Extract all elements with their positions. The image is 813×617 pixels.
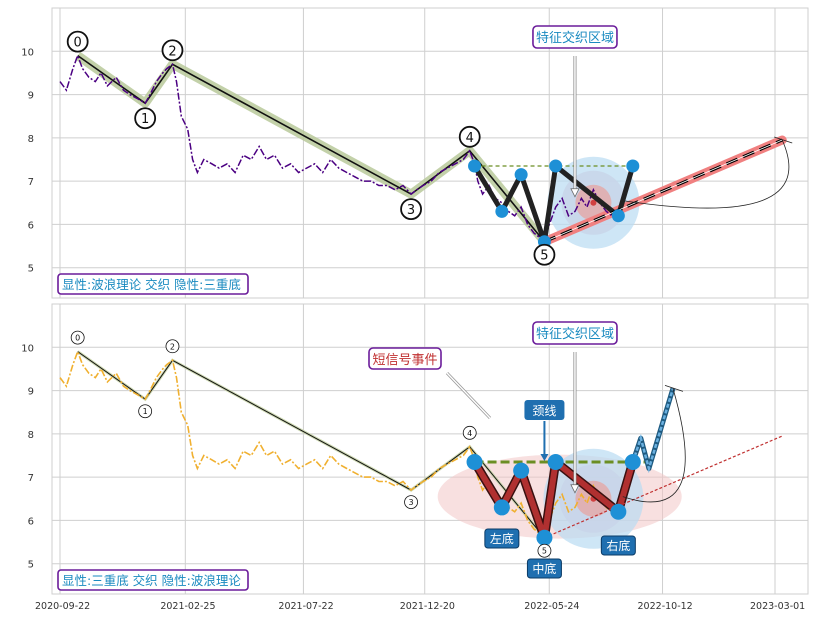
target-arc: [622, 388, 686, 503]
overlap-label: 特征交织区域: [536, 326, 614, 342]
projection-line-center: [544, 139, 783, 243]
wave-label-circle: [533, 243, 556, 266]
y-tick-label: 10: [21, 343, 34, 354]
x-tick-label: 2021-07-22: [278, 601, 333, 612]
pattern-node: [495, 204, 509, 218]
x-axis: 2020-09-22 2021-02-25 2021-07-22 2021-12-20…: [35, 601, 805, 612]
wave-label-circle: [70, 330, 85, 345]
pattern-node: [514, 168, 528, 182]
pattern-node: [624, 453, 641, 470]
x-tick-label: 2021-02-25: [160, 601, 215, 612]
wave-label-circle: [134, 107, 157, 130]
pattern-node: [626, 159, 640, 173]
x-tick-label: 2022-05-24: [524, 601, 579, 612]
signal-label: 短信号事件: [372, 353, 437, 368]
y-tick-label: 9: [28, 387, 34, 398]
y-tick-label: 6: [28, 220, 34, 231]
y-tick-label: 8: [28, 430, 34, 441]
y-tick-label: 7: [28, 473, 34, 484]
wave-label-circle: [400, 198, 422, 221]
pattern-node: [466, 453, 483, 470]
price-series: [59, 349, 626, 540]
target-tick: [664, 385, 684, 392]
wave-label: 3: [409, 498, 414, 507]
y-tick-label: 5: [28, 560, 34, 571]
wave-label-circle: [404, 495, 418, 510]
target-tick: [774, 136, 793, 144]
signal-arrow: [446, 372, 491, 419]
wave-label: 4: [467, 429, 472, 438]
overlap-label-box: [532, 321, 618, 345]
pattern-node: [610, 503, 627, 520]
wave-label-circle: [458, 125, 481, 148]
bottom-tag: 右底: [606, 538, 630, 553]
price-series: [59, 53, 626, 244]
y-tick-label: 8: [28, 134, 34, 145]
pattern-caption-box: [57, 569, 249, 591]
pattern-caption-box: [57, 273, 249, 295]
wave-label-circle: [537, 543, 552, 558]
neckline-tag: 颈线: [532, 404, 556, 418]
overlap-label: 特征交织区域: [536, 30, 614, 46]
wave-label: 0: [74, 36, 82, 51]
x-tick-label: 2020-09-22: [35, 601, 90, 612]
wave-label-circle: [138, 404, 153, 419]
wave-label: 4: [466, 131, 474, 146]
neckline-tag-box: [524, 400, 565, 420]
y-tick-label: 7: [28, 177, 34, 188]
wave-label-circle: [66, 30, 89, 53]
wave-label-circle: [462, 425, 477, 440]
wave-label-circle: [161, 39, 184, 62]
bottom-tag-box: [526, 558, 562, 579]
bottom-tag: 中底: [532, 561, 556, 576]
pattern-node: [468, 159, 482, 173]
wave-label: 0: [75, 334, 80, 343]
x-tick-label: 2022-10-12: [638, 601, 693, 612]
bottom-tag-box: [484, 528, 520, 549]
overlap-arrowhead: [570, 188, 580, 198]
wave-label: 2: [168, 44, 176, 59]
wave-label: 5: [540, 249, 548, 264]
pattern-caption: 显性:三重底 交织 隐性:波浪理论: [62, 573, 241, 588]
pattern-node: [549, 159, 563, 173]
pattern-node: [611, 209, 625, 223]
pattern-node: [547, 453, 564, 470]
y-tick-label: 9: [28, 91, 34, 102]
bottom-tag: 左底: [490, 531, 514, 546]
overlap-label-box: [532, 25, 618, 49]
y-tick-label: 6: [28, 516, 34, 527]
pattern-node: [536, 529, 553, 546]
y-tick-label: 10: [21, 47, 34, 58]
breakout-line: [631, 388, 675, 474]
signal-label-box: [368, 347, 442, 370]
bottom-tag-box: [600, 535, 636, 556]
x-tick-label: 2023-03-01: [750, 601, 805, 612]
wave-label: 3: [407, 203, 415, 218]
wave-label: 1: [141, 112, 149, 127]
overlap-center: [590, 199, 597, 206]
overlap-arrowhead: [570, 484, 580, 494]
pattern-caption: 显性:波浪理论 交织 隐性:三重底: [62, 277, 241, 292]
wave-label-circle: [165, 339, 180, 354]
projection-line: [544, 435, 783, 539]
target-arc: [622, 139, 790, 209]
x-tick-label: 2021-12-20: [400, 601, 455, 612]
pattern-node: [513, 462, 530, 479]
neckline-tag-arrowhead: [540, 453, 549, 461]
wave-label: 2: [170, 342, 175, 351]
wave-label: 5: [542, 547, 547, 556]
pattern-node: [493, 499, 510, 516]
y-tick-label: 5: [28, 264, 34, 275]
wave-label: 1: [143, 407, 148, 416]
